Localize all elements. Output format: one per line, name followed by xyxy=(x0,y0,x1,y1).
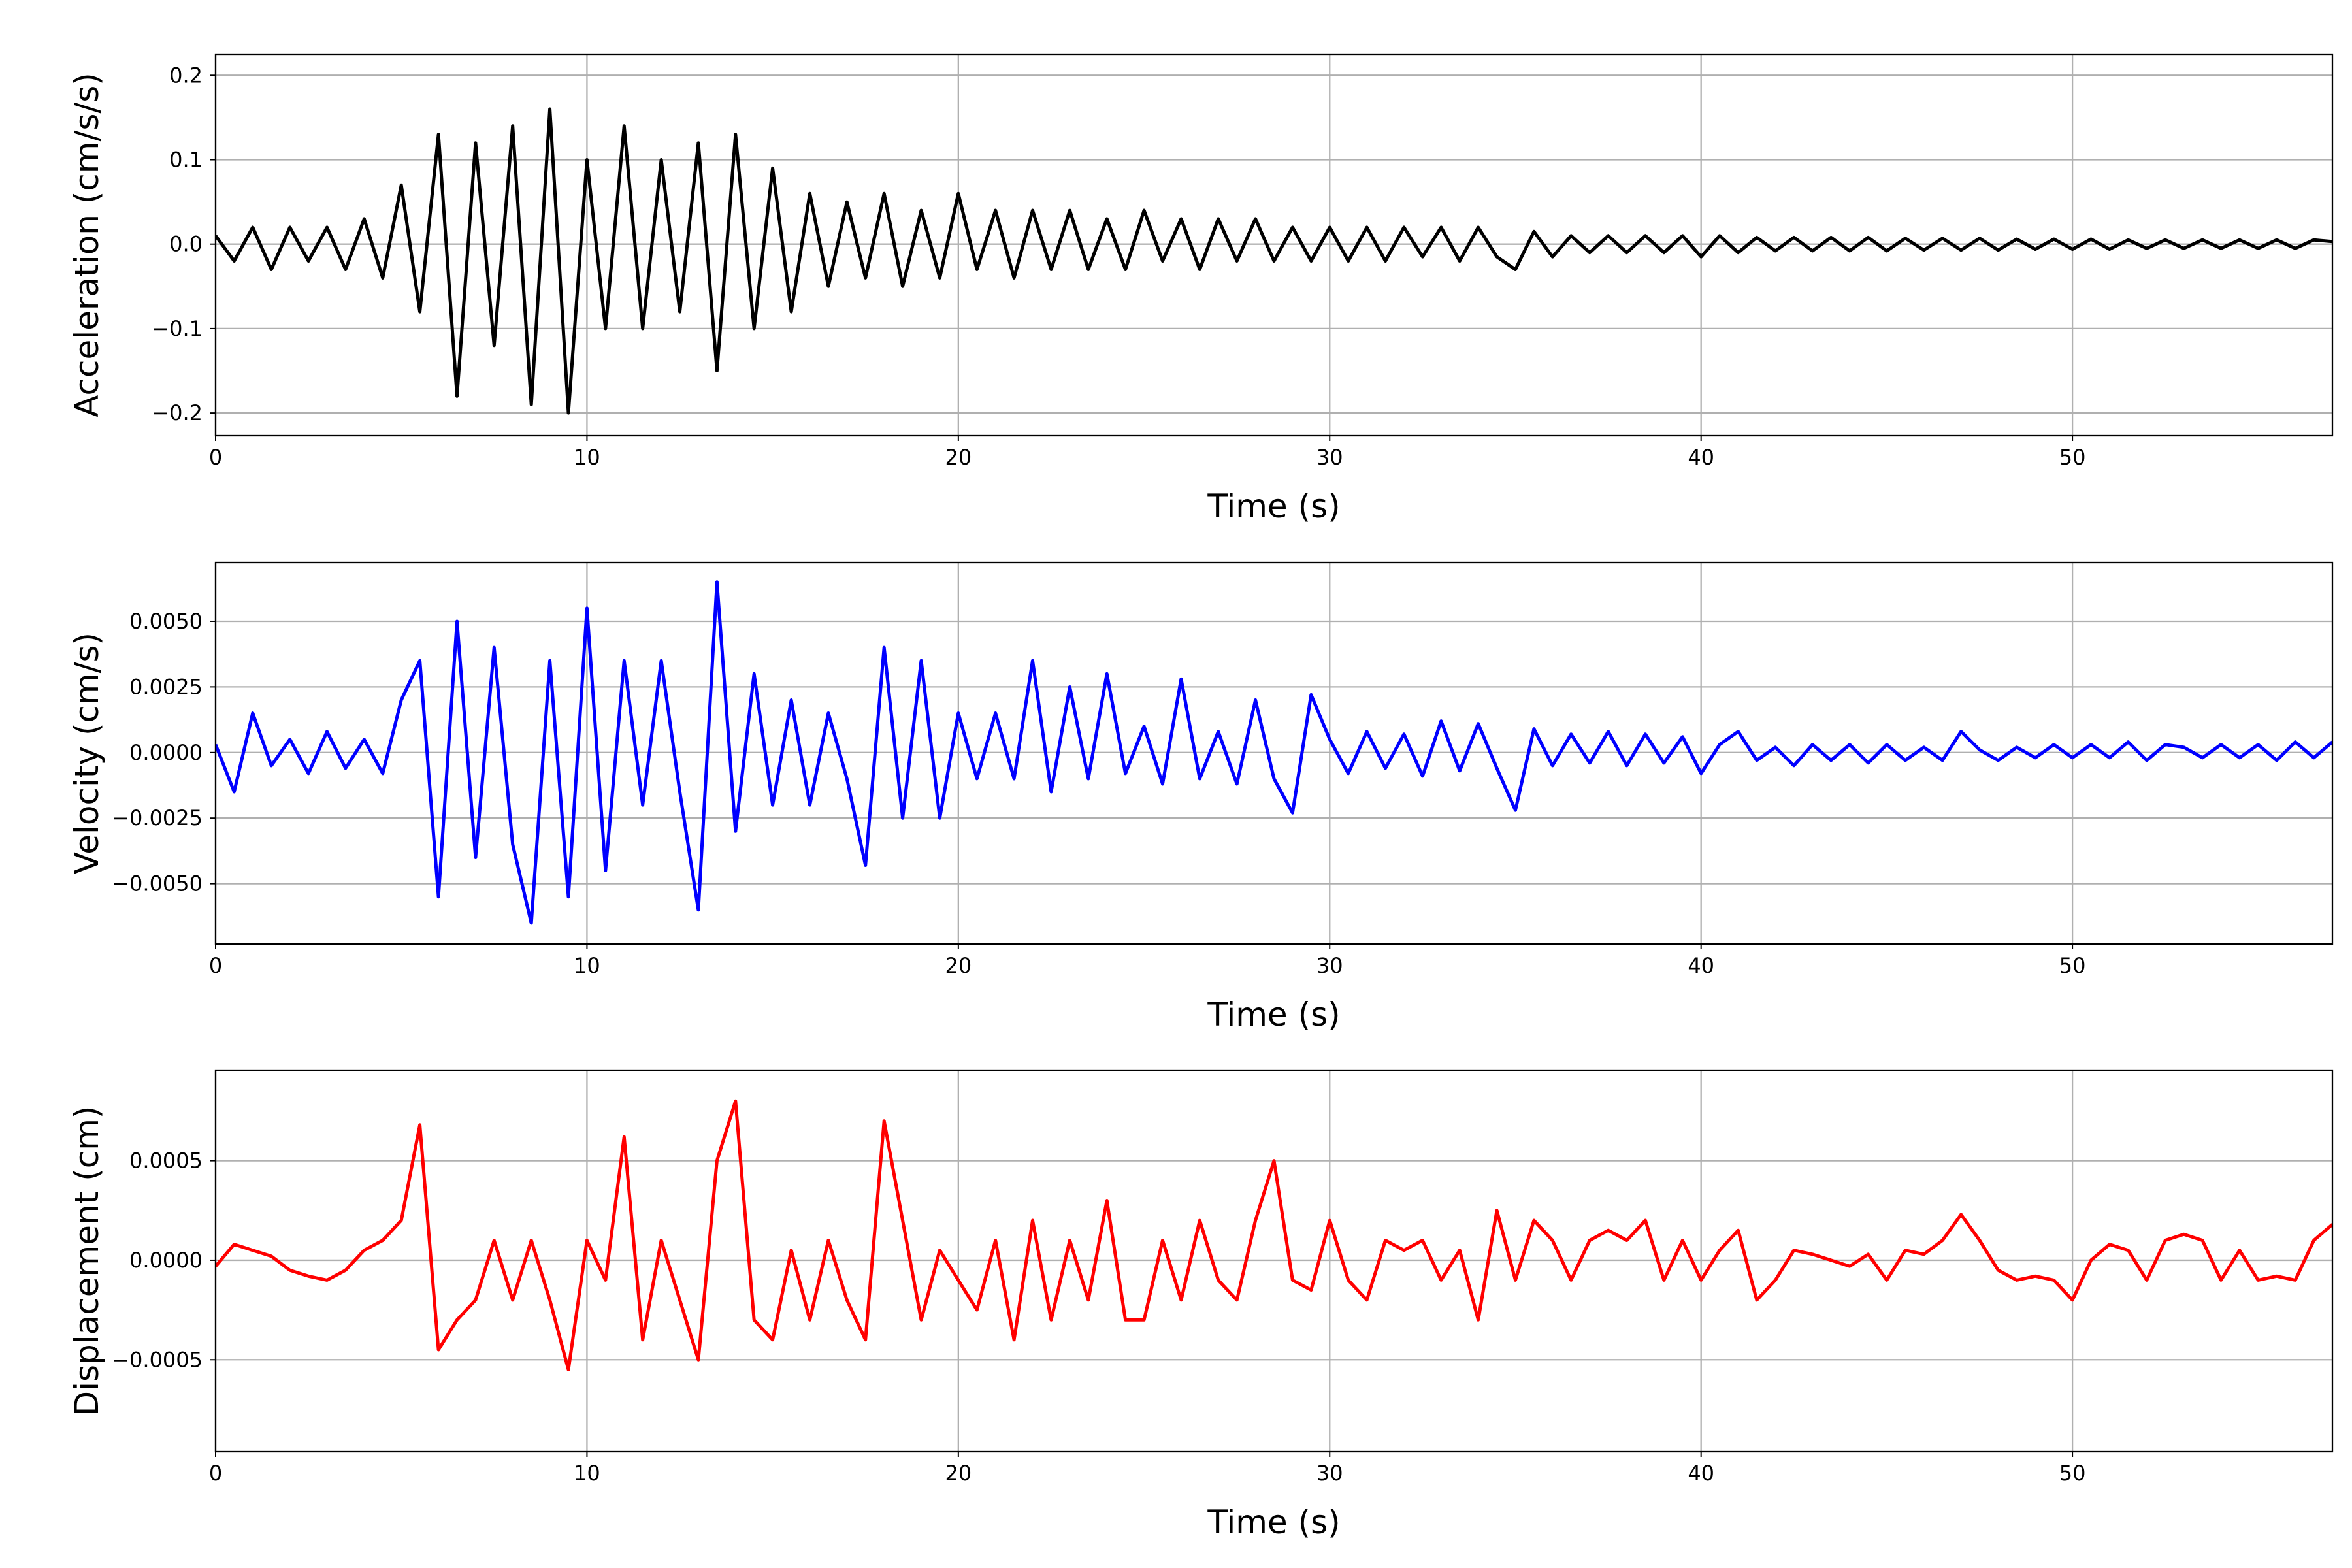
x-tick-label: 0 xyxy=(209,1461,222,1486)
y-axis-label: Acceleration (cm/s/s) xyxy=(68,73,106,417)
x-tick-label: 50 xyxy=(2059,1461,2086,1486)
x-tick-label: 40 xyxy=(1688,445,1714,470)
x-tick-label: 50 xyxy=(2059,445,2086,470)
x-axis-label: Time (s) xyxy=(1207,1503,1340,1541)
line-series xyxy=(216,580,2332,925)
x-tick-label: 30 xyxy=(1316,1461,1343,1486)
x-tick-label: 10 xyxy=(574,1461,600,1486)
line-series xyxy=(216,1099,2332,1371)
axes-frame xyxy=(214,1069,2334,1453)
x-tick-label: 30 xyxy=(1316,445,1343,470)
x-tick-label: 50 xyxy=(2059,953,2086,978)
x-axis-label: Time (s) xyxy=(1207,487,1340,525)
x-tick-label: 0 xyxy=(209,953,222,978)
x-axis-label: Time (s) xyxy=(1207,996,1340,1034)
axes-frame xyxy=(214,53,2334,437)
x-tick-label: 10 xyxy=(574,445,600,470)
x-tick-label: 0 xyxy=(209,445,222,470)
y-tick-label: −0.2 xyxy=(152,400,203,425)
y-axis-label: Velocity (cm/s) xyxy=(68,632,106,874)
y-tick-label: 0.0050 xyxy=(129,609,203,634)
axes-frame xyxy=(214,561,2334,945)
subplot: 0 10 20 30 40 50 −0.0050 −0.0025 0.0000 0.0025 0.0… xyxy=(68,561,2334,1034)
y-tick-label: −0.0050 xyxy=(112,872,203,896)
y-tick-label: 0.0000 xyxy=(129,1248,203,1273)
x-tick-label: 40 xyxy=(1688,1461,1714,1486)
y-tick-label: 0.2 xyxy=(169,63,203,88)
x-tick-label: 20 xyxy=(945,445,972,470)
x-tick-label: 40 xyxy=(1688,953,1714,978)
y-tick-label: −0.1 xyxy=(152,316,203,341)
y-tick-label: −0.0025 xyxy=(112,806,203,830)
y-tick-label: 0.1 xyxy=(169,148,203,172)
y-tick-label: 0.0 xyxy=(169,232,203,257)
y-tick-label: −0.0005 xyxy=(112,1347,203,1372)
y-tick-label: 0.0000 xyxy=(129,740,203,765)
x-tick-label: 30 xyxy=(1316,953,1343,978)
x-tick-label: 20 xyxy=(945,953,972,978)
subplot: 0 10 20 30 40 50 −0.0005 0.0000 0.0005 Time (s) Di… xyxy=(68,1069,2334,1541)
x-tick-label: 10 xyxy=(574,953,600,978)
subplot: 0 10 20 30 40 50 −0.2 −0.1 0.0 0.1 0.2 Time (s) Acce… xyxy=(68,53,2334,525)
line-series xyxy=(216,107,2332,415)
y-tick-label: 0.0005 xyxy=(129,1149,203,1173)
y-axis-label: Displacement (cm) xyxy=(68,1106,106,1416)
x-tick-label: 20 xyxy=(945,1461,972,1486)
y-tick-label: 0.0025 xyxy=(129,674,203,699)
